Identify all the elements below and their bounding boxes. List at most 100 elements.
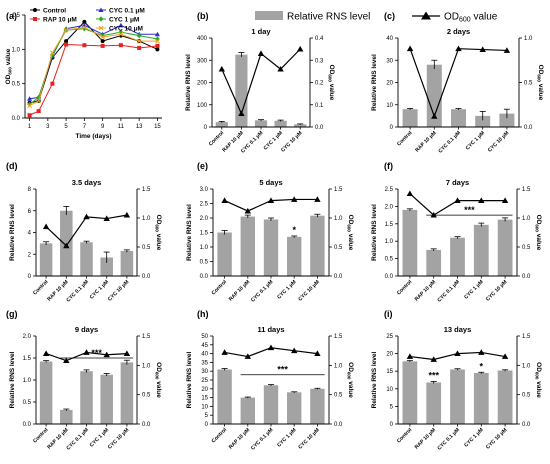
bar bbox=[263, 385, 279, 424]
y-tick-label: 2 bbox=[28, 252, 32, 258]
legend-bar-label: Relative RNS level bbox=[287, 12, 370, 23]
panel-label: (b) bbox=[197, 11, 209, 21]
marker-diamond-icon bbox=[136, 33, 142, 39]
y-axis-title: Relative RNS level bbox=[371, 351, 378, 408]
series-line bbox=[27, 42, 160, 118]
marker-triangle-icon bbox=[98, 7, 104, 12]
x-category-label: RAP 10 μM bbox=[414, 130, 437, 153]
marker-square-icon bbox=[33, 17, 37, 21]
x-category-label: CYC 0.1 μM bbox=[436, 427, 460, 451]
bar bbox=[310, 215, 325, 276]
od-point-triangle-icon bbox=[454, 197, 461, 203]
od-tick-label: 0.5 bbox=[142, 393, 151, 399]
y-tick-label: 200 bbox=[197, 81, 208, 87]
bar bbox=[60, 409, 73, 424]
x-category-label: CYC 10 μM bbox=[297, 427, 320, 450]
panel-title: 13 days bbox=[444, 325, 472, 334]
y-axis-title: OD600 value bbox=[5, 48, 13, 84]
marker-square-icon bbox=[27, 113, 32, 118]
marker-diamond-icon bbox=[155, 36, 160, 42]
od-point-triangle-icon bbox=[406, 190, 414, 197]
bar bbox=[287, 392, 302, 424]
x-tick-label: 15 bbox=[154, 124, 161, 130]
od-tick-label: 0.0 bbox=[524, 125, 533, 131]
x-tick-label: 7 bbox=[83, 124, 87, 130]
od-point-triangle-icon bbox=[63, 242, 70, 249]
x-category-label: CYC 10 μM bbox=[485, 279, 508, 302]
y-tick-label: 10 bbox=[386, 387, 393, 393]
bar bbox=[120, 362, 134, 424]
od-tick-label: 0.0 bbox=[334, 422, 343, 428]
od-tick-label: 0.0 bbox=[315, 125, 324, 131]
od-axis-title: OD600 value bbox=[537, 65, 545, 101]
bar bbox=[450, 109, 467, 127]
x-category-label: Control bbox=[396, 427, 414, 445]
x-category-label: CYC 1 μM bbox=[465, 130, 486, 151]
od-point-triangle-icon bbox=[63, 357, 70, 364]
marker-x-stroke bbox=[63, 27, 69, 33]
od-tick-label: 0.0 bbox=[522, 274, 531, 280]
x-tick-label: 5 bbox=[64, 124, 68, 130]
y-tick-label: 0.0 bbox=[200, 274, 209, 280]
bar bbox=[39, 243, 53, 276]
bar bbox=[450, 237, 465, 276]
od-tick-label: 1.5 bbox=[522, 187, 531, 193]
x-category-label: CYC 10 μM bbox=[297, 279, 320, 302]
marker-x-stroke bbox=[98, 25, 104, 31]
y-tick-label: 100 bbox=[197, 103, 208, 109]
marker-square-icon bbox=[155, 43, 160, 48]
od-point-triangle-icon bbox=[83, 349, 90, 355]
od-axis-title: OD600 value bbox=[347, 362, 355, 398]
marker-diamond-icon bbox=[98, 16, 104, 22]
x-category-label: CYC 1 μM bbox=[463, 279, 484, 300]
x-category-label: CYC 0.1 μM bbox=[437, 130, 461, 154]
od-point-triangle-icon bbox=[501, 197, 509, 203]
od-tick-label: 1.5 bbox=[142, 187, 151, 193]
od-tick-label: 0.1 bbox=[315, 103, 324, 109]
y-tick-label: 40 bbox=[386, 36, 393, 42]
panel-title: 3.5 days bbox=[72, 178, 102, 187]
od-tick-label: 1.5 bbox=[334, 334, 343, 340]
od-line bbox=[409, 48, 507, 119]
y-tick-label: 45 bbox=[201, 343, 208, 349]
x-category-label: RAP 10 μM bbox=[228, 279, 251, 302]
bar bbox=[263, 219, 279, 276]
od-tick-label: 0.5 bbox=[334, 245, 343, 251]
od-axis-title: OD600 value bbox=[155, 362, 163, 398]
od-point-triangle-icon bbox=[406, 45, 414, 52]
x-category-label: RAP 10 μM bbox=[228, 427, 251, 450]
marker-square-icon bbox=[36, 109, 41, 114]
y-tick-label: 35 bbox=[201, 360, 208, 366]
y-tick-label: 20 bbox=[386, 81, 393, 87]
y-tick-label: 0 bbox=[390, 125, 394, 131]
marker-circle-icon bbox=[155, 47, 160, 52]
y-axis-title: Relative RNS level bbox=[9, 351, 16, 408]
y-tick-label: 0 bbox=[28, 274, 32, 280]
od-line bbox=[409, 193, 506, 216]
bar bbox=[240, 397, 255, 424]
od-point-triangle-icon bbox=[42, 223, 50, 230]
y-tick-label: 1.5 bbox=[23, 356, 32, 362]
bar bbox=[217, 232, 232, 276]
od-point-triangle-icon bbox=[221, 197, 228, 203]
bar bbox=[426, 64, 442, 127]
y-tick-label: 15 bbox=[201, 396, 208, 402]
marker-x-icon bbox=[100, 34, 105, 40]
x-category-label: RAP 10 μM bbox=[414, 279, 437, 302]
bar bbox=[310, 388, 325, 424]
od-tick-label: 0.0 bbox=[142, 274, 151, 280]
x-category-label: Control bbox=[211, 279, 229, 297]
od-point-triangle-icon bbox=[501, 353, 509, 359]
od-point-triangle-icon bbox=[257, 50, 265, 56]
y-tick-label: 2.5 bbox=[385, 187, 394, 193]
marker-x-stroke bbox=[50, 50, 55, 56]
x-category-label: Control bbox=[396, 279, 414, 297]
od-line bbox=[221, 48, 301, 116]
marker-circle-icon bbox=[82, 19, 87, 24]
od-point-triangle-icon bbox=[244, 207, 251, 214]
od-point-triangle-icon bbox=[42, 350, 50, 356]
od-tick-label: 1.0 bbox=[142, 216, 151, 222]
od-tick-label: 0.5 bbox=[522, 245, 531, 251]
